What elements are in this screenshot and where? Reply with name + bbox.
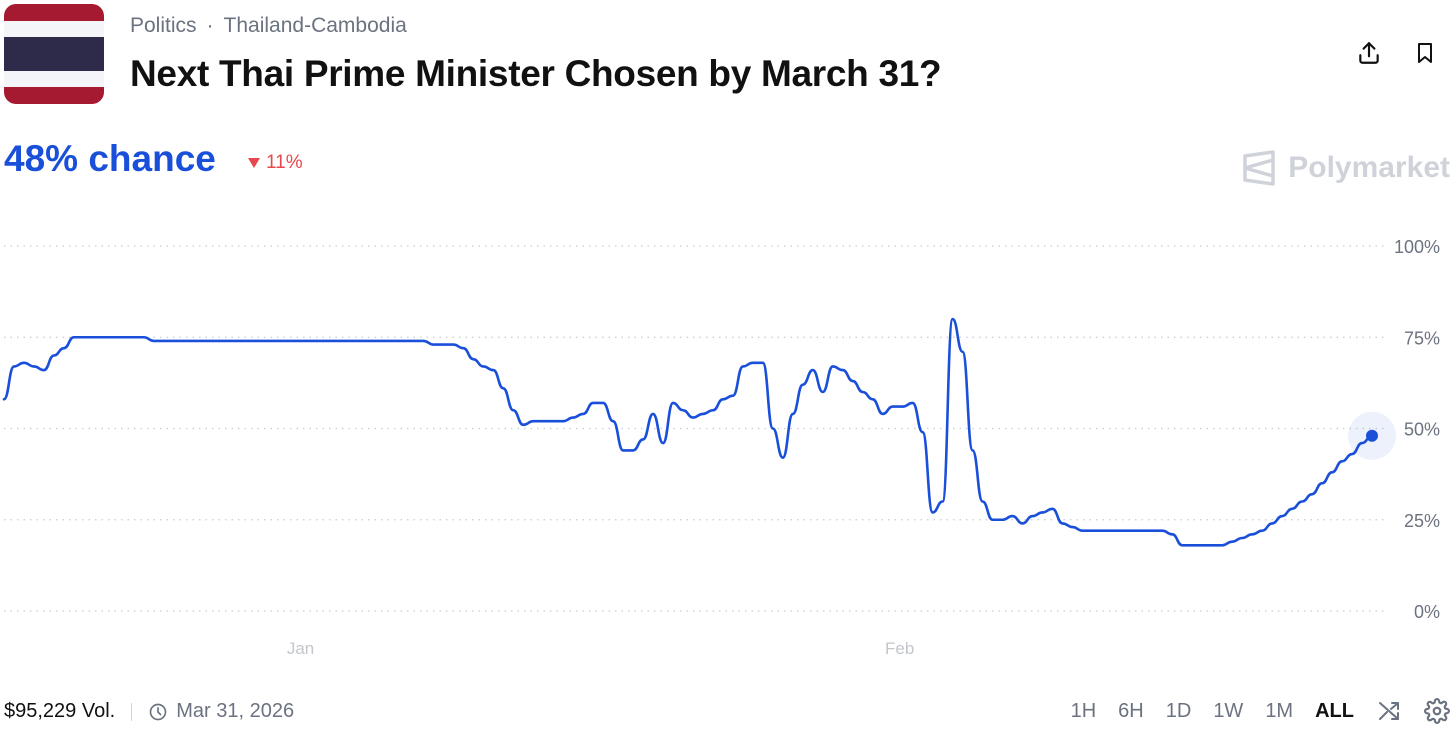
range-1d[interactable]: 1D <box>1165 699 1192 722</box>
x-tick-label: Jan <box>287 639 314 658</box>
breadcrumb-separator: · <box>206 14 214 37</box>
settings-button[interactable] <box>1424 698 1450 724</box>
polymarket-logo-icon <box>1243 150 1275 186</box>
range-all[interactable]: ALL <box>1315 699 1354 722</box>
shuffle-icon <box>1379 702 1399 720</box>
flag-stripe <box>4 87 104 104</box>
clock-icon <box>149 703 167 720</box>
y-tick-label: 100% <box>1394 237 1440 257</box>
chance-value: 48% chance <box>4 138 216 179</box>
market-footer: $95,229 Vol. Mar 31, 2026 <box>4 700 294 723</box>
price-chart[interactable]: 100% 75% 50% 25% 0% Jan Feb <box>0 220 1456 670</box>
flag-stripe <box>4 4 104 22</box>
share-icon <box>1359 42 1379 64</box>
breadcrumb: Politics · Thailand-Cambodia <box>130 14 407 38</box>
bookmark-icon <box>1418 43 1432 63</box>
range-1m[interactable]: 1M <box>1265 699 1294 722</box>
end-date-text: Mar 31, 2026 <box>176 700 295 722</box>
y-tick-label: 25% <box>1404 511 1440 531</box>
y-tick-label: 50% <box>1404 420 1440 440</box>
breadcrumb-subcategory[interactable]: Thailand-Cambodia <box>223 14 407 37</box>
y-tick-label: 75% <box>1404 328 1440 348</box>
brand-watermark: Polymarket <box>1242 150 1450 186</box>
range-1h[interactable]: 1H <box>1070 699 1097 722</box>
triangle-down-icon <box>248 158 260 168</box>
chance-delta: 11% <box>248 152 303 174</box>
time-range-selector: 1H 6H 1D 1W 1M ALL <box>1071 698 1450 724</box>
footer-divider <box>131 702 133 721</box>
breadcrumb-category[interactable]: Politics <box>130 14 197 37</box>
share-button[interactable] <box>1352 36 1386 70</box>
end-date: Mar 31, 2026 <box>148 700 294 723</box>
chance-delta-value: 11% <box>266 152 303 173</box>
volume: $95,229 Vol. <box>4 700 116 722</box>
market-flag <box>4 4 104 104</box>
y-tick-label: 0% <box>1414 602 1440 622</box>
last-point-marker[interactable] <box>1366 429 1378 442</box>
series-line <box>2 317 1374 547</box>
bookmark-button[interactable] <box>1408 36 1442 70</box>
brand-name: Polymarket <box>1288 151 1450 184</box>
range-6h[interactable]: 6H <box>1118 699 1144 722</box>
range-1w[interactable]: 1W <box>1213 699 1244 722</box>
market-title: Next Thai Prime Minister Chosen by March… <box>130 53 942 94</box>
flag-stripe <box>4 70 104 88</box>
flag-stripe <box>4 37 104 72</box>
settings-icon <box>1424 698 1450 724</box>
shuffle-button[interactable] <box>1376 699 1402 723</box>
flag-stripe <box>4 20 104 38</box>
x-tick-label: Feb <box>885 639 914 658</box>
